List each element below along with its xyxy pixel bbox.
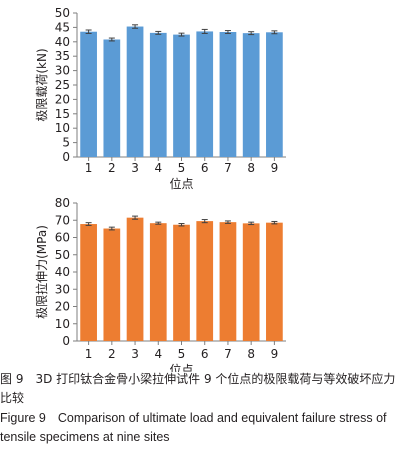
stress-y-axis-title: 极限拉伸力(MPa) (34, 225, 49, 319)
caption-text-cn: 3D 打印钛合金骨小梁拉伸试件 9 个位点的极限载荷与等效破坏应力比较 (0, 372, 396, 405)
figure-caption-chinese: 图 9 3D 打印钛合金骨小梁拉伸试件 9 个位点的极限载荷与等效破坏应力比较 (0, 370, 401, 408)
load-bar (173, 34, 190, 157)
load-x-axis-title: 位点 (169, 176, 193, 191)
load-y-tick-label: 35 (55, 49, 70, 63)
stress-bar (242, 223, 260, 341)
load-x-tick-label: 9 (271, 161, 279, 175)
stress-x-tick-label: 7 (224, 347, 232, 361)
stress-x-tick-label: 2 (108, 347, 116, 361)
load-bar (219, 32, 237, 158)
load-bar (196, 31, 214, 157)
load-y-tick-label: 30 (55, 64, 70, 78)
stress-bar (80, 224, 97, 341)
stress-bar (173, 224, 190, 341)
stress-x-axis-title: 位点 (169, 362, 193, 372)
load-y-axis-title: 极限载荷(kN) (35, 48, 49, 121)
stress-y-tick-label: 70 (55, 213, 70, 227)
load-y-tick-label: 45 (55, 20, 70, 34)
stress-bar (219, 222, 237, 341)
stress-y-tick-label: 30 (55, 282, 70, 296)
stress-x-tick-label: 6 (201, 347, 209, 361)
figure-charts: 0 5 10 15 20 25 30 35 40 45 50 1 2 3 4 5 6 7 8 9 位点 极限载荷(kN) 0… (34, 6, 286, 372)
load-bar (242, 33, 260, 157)
figure-caption-english: Figure 9 Comparison of ultimate load and … (0, 409, 401, 447)
load-y-tick-label: 0 (62, 150, 70, 164)
load-x-tick-label: 8 (247, 161, 255, 175)
stress-bar (126, 217, 144, 341)
stress-x-tick-label: 4 (154, 347, 162, 361)
load-x-tick-label: 5 (178, 161, 186, 175)
stress-y-tick-label: 80 (55, 196, 70, 210)
stress-y-tick-label: 10 (55, 317, 70, 331)
stress-bar (196, 221, 214, 341)
load-x-tick-label: 3 (131, 161, 139, 175)
load-bar (266, 32, 283, 157)
stress-y-tick-label: 20 (55, 300, 70, 314)
load-bar (149, 32, 167, 157)
caption-number-cn: 图 9 (0, 372, 24, 386)
stress-bar (266, 222, 283, 341)
load-y-tick-label: 25 (55, 78, 70, 92)
load-x-tick-label: 2 (108, 161, 116, 175)
load-y-tick-label: 10 (55, 121, 70, 135)
load-x-tick-label: 7 (224, 161, 232, 175)
load-y-tick-label: 20 (55, 92, 70, 106)
load-x-tick-label: 6 (201, 161, 209, 175)
load-y-tick-label: 15 (55, 107, 70, 121)
load-bar (126, 26, 144, 158)
stress-bar (103, 228, 121, 341)
stress-y-tick-label: 40 (55, 265, 70, 279)
caption-number-en: Figure 9 (0, 411, 46, 425)
load-x-tick-label: 1 (85, 161, 93, 175)
load-y-tick-label: 50 (55, 6, 70, 20)
stress-y-tick-label: 60 (55, 231, 70, 245)
stress-x-tick-label: 9 (271, 347, 279, 361)
stress-bar (149, 223, 167, 341)
stress-y-tick-label: 50 (55, 248, 70, 262)
stress-y-tick-label: 0 (62, 334, 70, 348)
caption-text-en: Comparison of ultimate load and equivale… (0, 411, 387, 444)
load-x-tick-label: 4 (154, 161, 162, 175)
load-bar (80, 31, 97, 157)
load-bar (103, 39, 121, 157)
load-y-tick-label: 5 (62, 136, 70, 150)
stress-x-tick-label: 3 (131, 347, 139, 361)
stress-x-tick-label: 1 (85, 347, 93, 361)
stress-x-tick-label: 5 (178, 347, 186, 361)
load-y-tick-label: 40 (55, 35, 70, 49)
stress-x-tick-label: 8 (247, 347, 255, 361)
